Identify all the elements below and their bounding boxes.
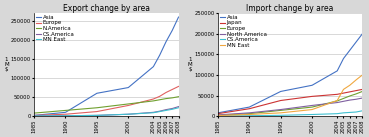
Legend: Asia, Europe, N.America, CS.America, MN East: Asia, Europe, N.America, CS.America, MN … xyxy=(35,14,75,43)
Title: Import change by area: Import change by area xyxy=(246,4,334,13)
Legend: Asia, Japan, Europe, North America, CS.America, MN East: Asia, Japan, Europe, North America, CS.A… xyxy=(219,14,267,48)
Y-axis label: 1
M
$: 1 M $ xyxy=(4,57,9,72)
Y-axis label: 1
M
$: 1 M $ xyxy=(188,57,193,72)
Title: Export change by area: Export change by area xyxy=(63,4,150,13)
